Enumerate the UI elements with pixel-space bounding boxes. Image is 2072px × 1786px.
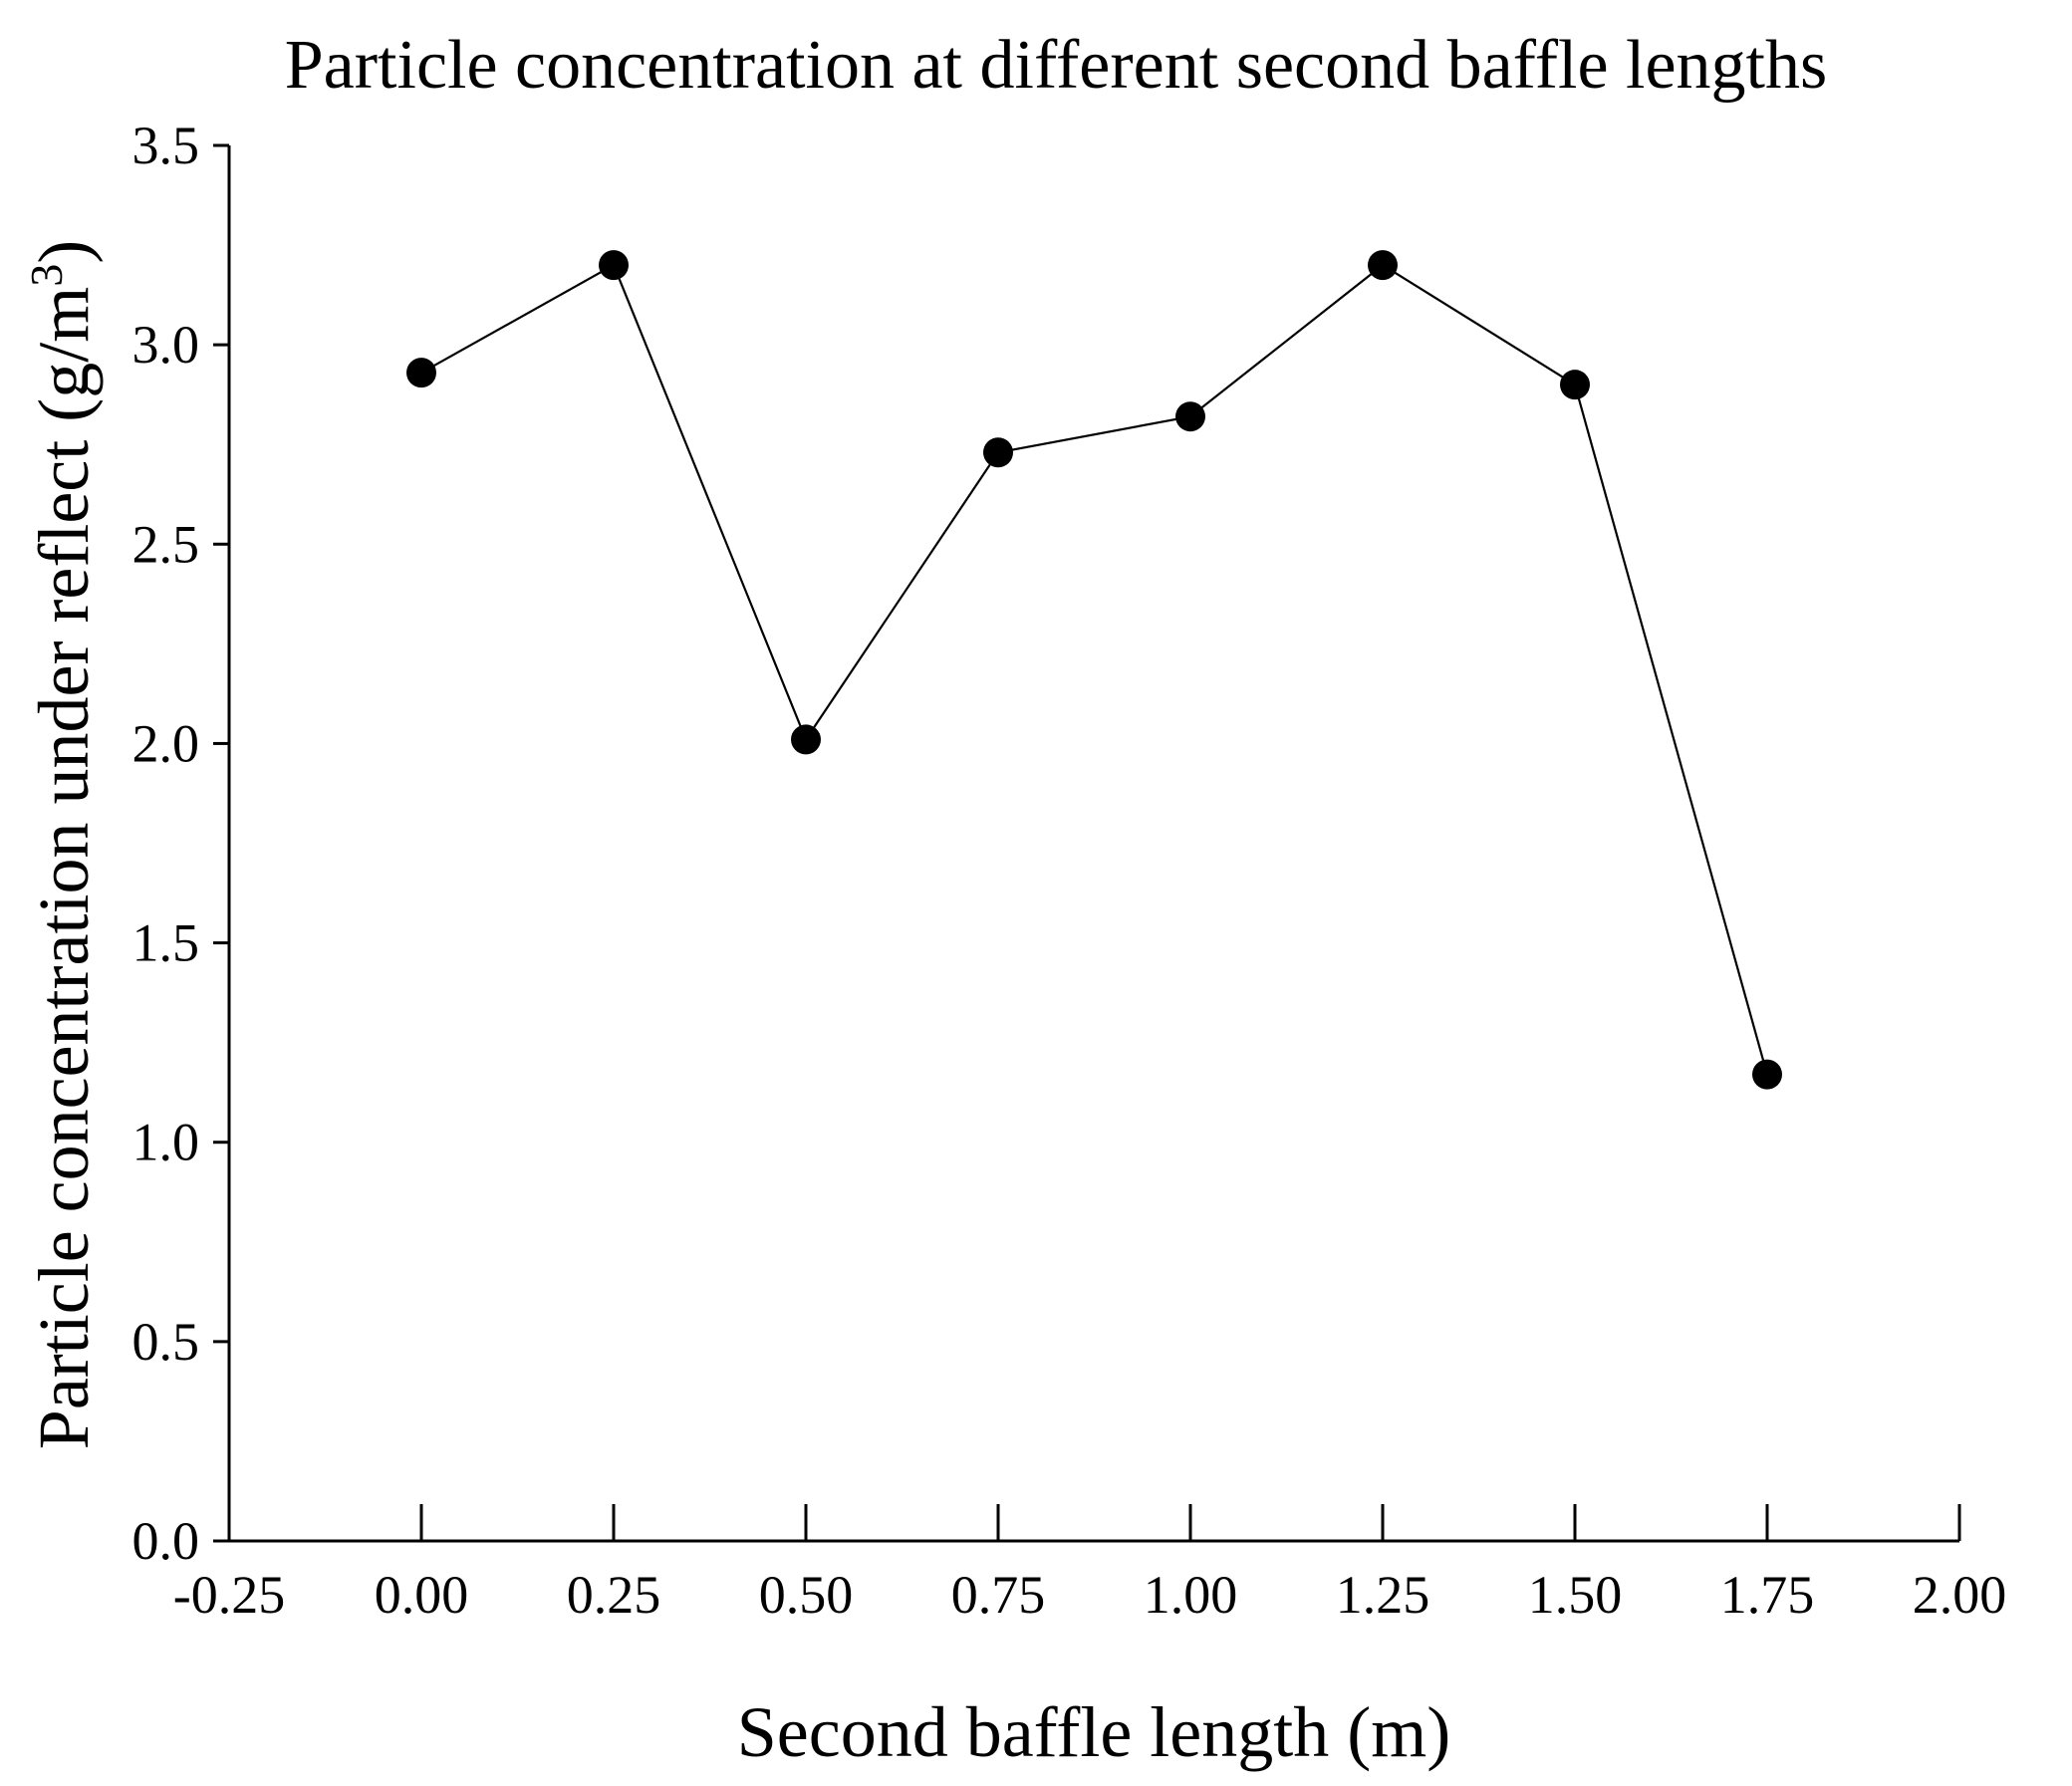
data-point [1752,1059,1782,1090]
y-axis-title-superscript: 3 [21,264,72,287]
data-point [1175,401,1205,432]
y-tick-label: 1.0 [132,1113,200,1172]
data-point [1560,370,1590,400]
y-tick-label: 2.5 [132,514,200,574]
x-tick-label: 1.75 [1720,1565,1815,1625]
x-tick-label: 0.00 [375,1565,469,1625]
x-tick-label: -0.25 [173,1565,285,1625]
x-tick-label: 2.00 [1913,1565,2007,1625]
plot-area: 0.0 0.5 1.0 1.5 2.0 2.5 3.0 3.5 -0.25 0.00 0.25 0.… [132,116,2007,1625]
x-tick-label: 0.75 [951,1565,1046,1625]
series-line [420,263,1769,1075]
y-tick-label: 3.0 [132,315,200,375]
data-point [791,724,821,755]
y-axis-title-close: ) [24,240,104,264]
data-point [406,358,436,388]
data-point [983,437,1013,468]
y-tick-label: 2.0 [132,713,200,773]
x-tick-label: 1.50 [1528,1565,1623,1625]
y-tick-label: 3.5 [132,116,200,175]
x-tick-label: 1.00 [1144,1565,1238,1625]
x-axis-title: Second baffle length (m) [737,1692,1450,1772]
data-point [599,250,629,281]
x-tick-label: 0.50 [759,1565,854,1625]
chart-title: Particle concentration at different seco… [285,27,1827,104]
y-tick-label: 0.0 [132,1511,200,1571]
x-tick-label: 1.25 [1336,1565,1430,1625]
y-axis-title: Particle concentration under reflect (g/… [21,240,104,1449]
y-tick-label: 1.5 [132,913,200,973]
x-tick-label: 0.25 [567,1565,661,1625]
y-axis-title-main: Particle concentration under reflect (g/… [24,287,104,1449]
y-tick-label: 0.5 [132,1312,200,1372]
data-point [1368,250,1398,281]
